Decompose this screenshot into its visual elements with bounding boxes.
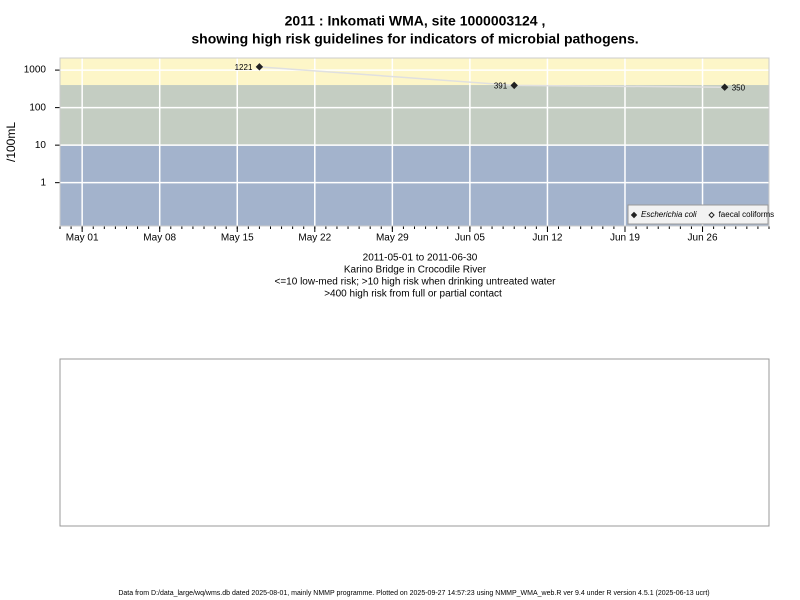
x-tick-label: May 29 xyxy=(376,233,409,244)
x-tick-label: Jun 19 xyxy=(610,233,640,244)
plot-border xyxy=(59,57,770,227)
legend-marker xyxy=(630,211,638,219)
x-tick-label: May 08 xyxy=(143,233,176,244)
y-tick-label: 100 xyxy=(29,102,46,113)
x-tick-label: Jun 26 xyxy=(688,233,718,244)
x-tick-label: May 15 xyxy=(221,233,254,244)
chart-subtitle: showing high risk guidelines for indicat… xyxy=(191,31,638,47)
x-tick-label: Jun 12 xyxy=(532,233,562,244)
y-tick-label: 1000 xyxy=(24,65,47,76)
data-point xyxy=(510,81,518,90)
chart-title: 2011 : Inkomati WMA, site 1000003124 , xyxy=(285,13,546,29)
empty-panel xyxy=(59,358,770,527)
note: Karino Bridge in Crocodile River xyxy=(344,265,487,276)
note: >400 high risk from full or partial cont… xyxy=(324,289,502,300)
risk-band xyxy=(60,85,769,146)
data-label: 350 xyxy=(732,83,746,92)
data-label: 1221 xyxy=(235,63,253,72)
y-axis-label: /100mL xyxy=(4,122,18,162)
legend-label: faecal coliforms xyxy=(719,210,775,219)
legend-label: Escherichia coli xyxy=(641,210,697,219)
note: <=10 low-med risk; >10 high risk when dr… xyxy=(275,277,557,288)
x-tick-label: Jun 05 xyxy=(455,233,485,244)
legend-box xyxy=(627,204,769,225)
y-tick-label: 1 xyxy=(40,177,46,188)
footer: Data from D:/data_large/wq/wms.db dated … xyxy=(118,590,709,597)
data-point xyxy=(720,83,729,91)
note: 2011-05-01 to 2011-06-30 xyxy=(363,253,478,264)
x-tick-label: May 22 xyxy=(298,233,331,244)
data-point xyxy=(255,63,264,71)
risk-band xyxy=(60,58,769,86)
legend-marker xyxy=(708,211,715,219)
data-label: 391 xyxy=(494,82,508,91)
y-tick-label: 10 xyxy=(35,140,47,151)
x-tick-label: May 01 xyxy=(66,233,99,244)
